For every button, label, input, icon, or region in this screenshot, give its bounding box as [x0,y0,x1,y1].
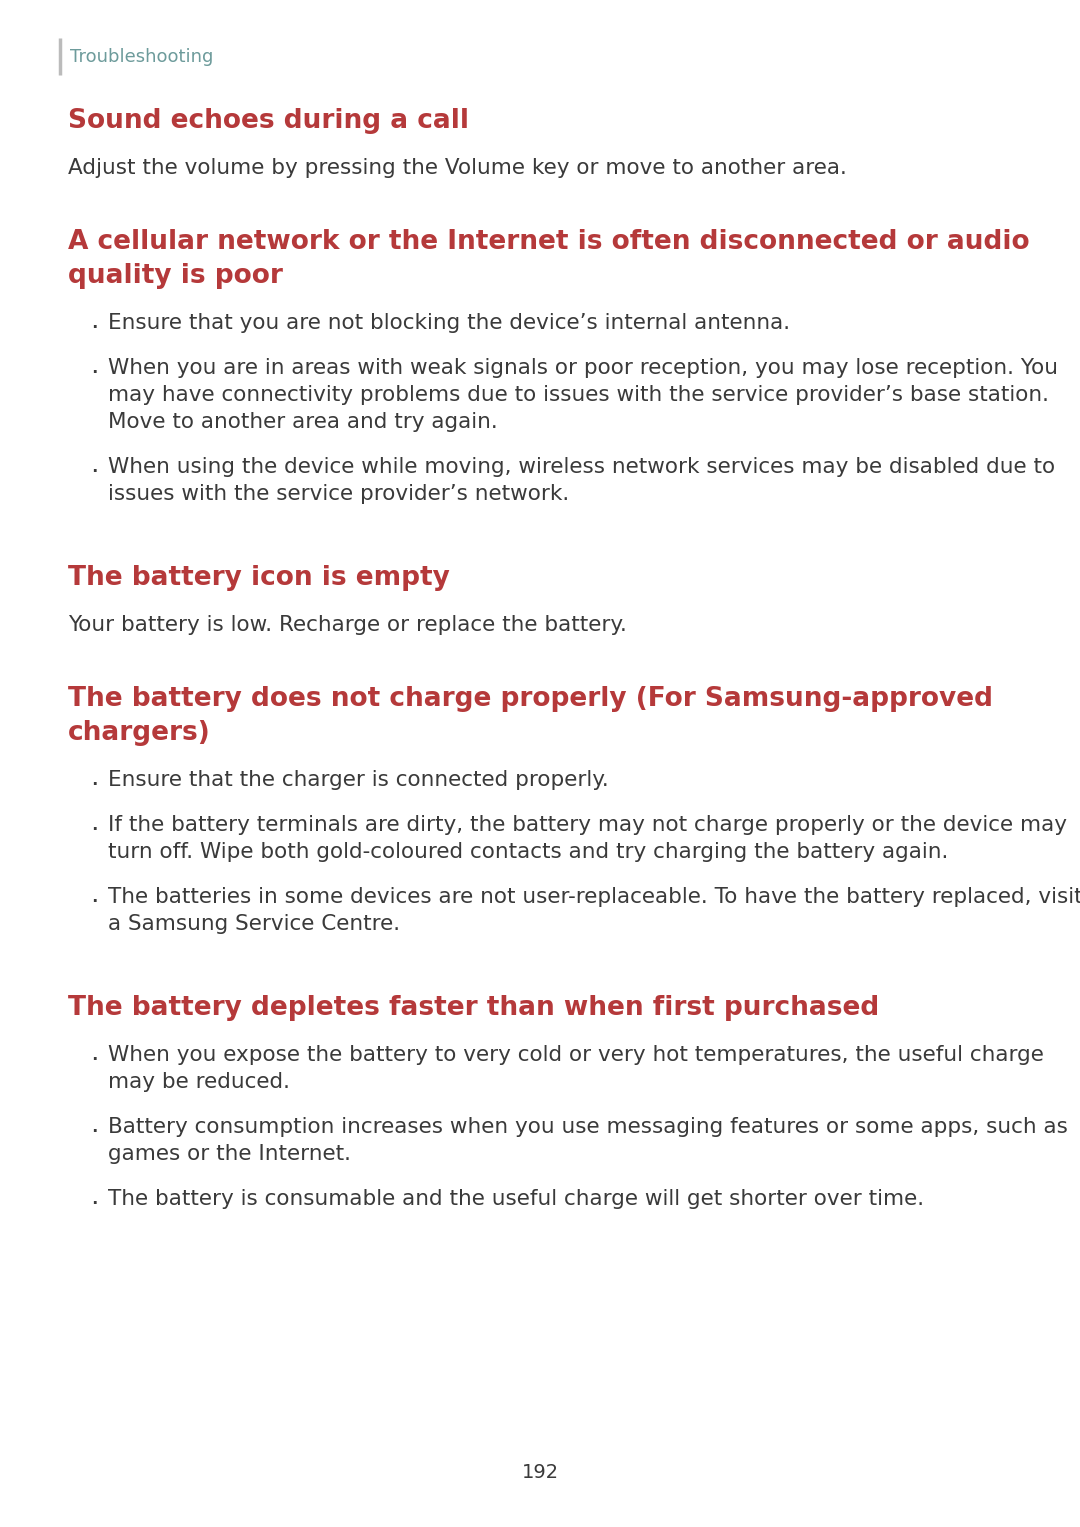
Text: Ensure that the charger is connected properly.: Ensure that the charger is connected pro… [108,770,609,789]
Text: Ensure that you are not blocking the device’s internal antenna.: Ensure that you are not blocking the dev… [108,313,791,333]
Text: The battery icon is empty: The battery icon is empty [68,565,450,591]
Text: may be reduced.: may be reduced. [108,1072,291,1092]
Text: When you are in areas with weak signals or poor reception, you may lose receptio: When you are in areas with weak signals … [108,357,1058,379]
Text: The batteries in some devices are not user-replaceable. To have the battery repl: The batteries in some devices are not us… [108,887,1080,907]
Text: chargers): chargers) [68,721,211,747]
Text: ·: · [90,890,98,916]
Text: ·: · [90,460,98,486]
Text: turn off. Wipe both gold-coloured contacts and try charging the battery again.: turn off. Wipe both gold-coloured contac… [108,841,948,863]
Text: The battery is consumable and the useful charge will get shorter over time.: The battery is consumable and the useful… [108,1190,924,1209]
Text: ·: · [90,1119,98,1145]
Text: a Samsung Service Centre.: a Samsung Service Centre. [108,915,400,935]
Text: The battery depletes faster than when first purchased: The battery depletes faster than when fi… [68,996,879,1022]
Text: Move to another area and try again.: Move to another area and try again. [108,412,498,432]
Text: may have connectivity problems due to issues with the service provider’s base st: may have connectivity problems due to is… [108,385,1049,405]
Text: If the battery terminals are dirty, the battery may not charge properly or the d: If the battery terminals are dirty, the … [108,815,1067,835]
Text: Adjust the volume by pressing the Volume key or move to another area.: Adjust the volume by pressing the Volume… [68,157,847,179]
Text: Battery consumption increases when you use messaging features or some apps, such: Battery consumption increases when you u… [108,1116,1068,1138]
Text: When you expose the battery to very cold or very hot temperatures, the useful ch: When you expose the battery to very cold… [108,1044,1044,1064]
Text: ·: · [90,1048,98,1073]
Text: Troubleshooting: Troubleshooting [70,47,214,66]
Text: ·: · [90,818,98,844]
Text: 192: 192 [522,1463,558,1481]
Text: A cellular network or the Internet is often disconnected or audio: A cellular network or the Internet is of… [68,229,1029,255]
Text: ·: · [90,316,98,342]
Text: quality is poor: quality is poor [68,263,283,289]
Text: games or the Internet.: games or the Internet. [108,1144,351,1164]
Text: ·: · [90,360,98,386]
Text: issues with the service provider’s network.: issues with the service provider’s netwo… [108,484,569,504]
Text: Sound echoes during a call: Sound echoes during a call [68,108,469,134]
Text: Your battery is low. Recharge or replace the battery.: Your battery is low. Recharge or replace… [68,615,626,635]
Text: The battery does not charge properly (For Samsung-approved: The battery does not charge properly (Fo… [68,686,993,712]
Text: When using the device while moving, wireless network services may be disabled du: When using the device while moving, wire… [108,457,1055,476]
Text: ·: · [90,773,98,799]
Text: ·: · [90,1193,98,1219]
